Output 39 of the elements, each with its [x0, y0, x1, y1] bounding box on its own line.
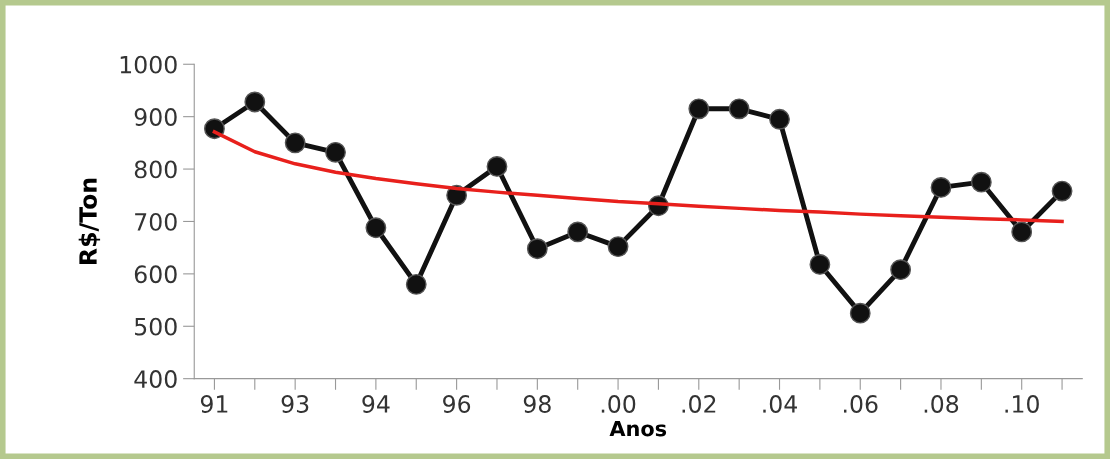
y-tick-label: 500	[135, 317, 177, 336]
y-tick-label: 1000	[120, 55, 177, 74]
point	[930, 176, 952, 198]
point	[1051, 180, 1073, 202]
x-tick-label: .04	[763, 395, 797, 413]
point	[809, 254, 831, 275]
point	[728, 98, 750, 120]
x-tick-label: .06	[844, 395, 878, 413]
y-tick-label: 700	[135, 212, 177, 231]
point	[1011, 221, 1033, 243]
point	[325, 141, 346, 163]
y-axis-title: R$/Ton	[78, 178, 101, 264]
point	[486, 156, 508, 177]
x-tick-label: 98	[523, 395, 551, 413]
point	[849, 302, 871, 324]
point	[526, 238, 548, 260]
point	[365, 217, 387, 239]
point	[890, 259, 912, 281]
point	[567, 221, 589, 243]
x-tick-label: 91	[200, 395, 228, 413]
x-tick-label: 94	[362, 395, 390, 413]
x-tick-label: .00	[601, 395, 636, 413]
x-tick-label: .08	[924, 395, 959, 413]
point	[244, 91, 266, 113]
point	[769, 108, 790, 130]
x-tick-label: .02	[682, 395, 716, 413]
y-tick-label: 800	[134, 160, 177, 179]
point	[405, 273, 427, 295]
y-tick-label: 600	[134, 265, 177, 284]
x-tick-label: .10	[1005, 395, 1039, 413]
x-tick-label: 93	[281, 395, 309, 413]
y-tick-label: 900	[134, 108, 177, 126]
point	[688, 98, 710, 120]
y-tick-label: 400	[134, 370, 177, 388]
point	[607, 236, 629, 258]
x-axis-title: Anos	[609, 420, 667, 437]
point	[284, 132, 306, 154]
x-tick-label: 96	[443, 395, 471, 413]
point	[970, 171, 992, 193]
